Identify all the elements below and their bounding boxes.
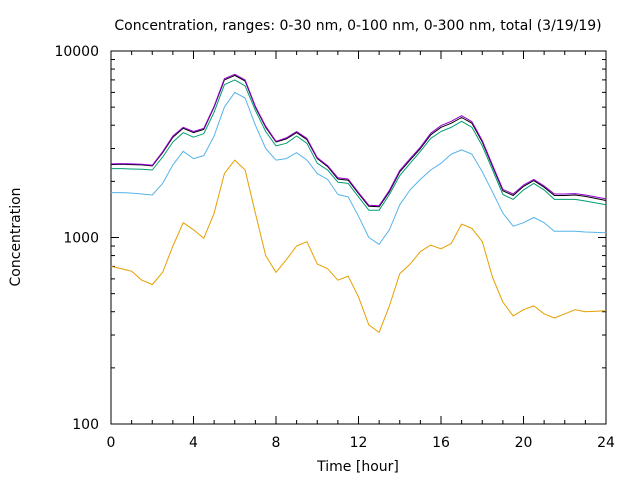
x-tick-label: 20 xyxy=(515,435,533,451)
series-line-1 xyxy=(110,159,607,333)
x-tick-label: 0 xyxy=(107,435,116,451)
x-tick-label: 12 xyxy=(350,435,368,451)
series-line-4 xyxy=(110,74,607,208)
series-line-2 xyxy=(111,91,607,245)
x-axis-label: Time [hour] xyxy=(316,459,399,475)
x-tick-label: 24 xyxy=(597,435,615,451)
chart-title: Concentration, ranges: 0-30 nm, 0-100 nm… xyxy=(114,18,601,34)
series-line-5 xyxy=(110,73,607,207)
x-tick-label: 4 xyxy=(189,435,198,451)
y-tick-label: 100 xyxy=(72,417,99,433)
plot-frame xyxy=(110,50,607,425)
plot-area: 0 4 8 12 16 20 24 100 1000 10000 xyxy=(54,44,615,451)
x-tick-label: 8 xyxy=(272,435,281,451)
y-axis-label: Concentration xyxy=(8,187,24,286)
series-line-3 xyxy=(111,79,607,211)
y-tick-label: 1000 xyxy=(63,231,99,247)
y-tick-label: 10000 xyxy=(54,44,99,60)
x-tick-label: 16 xyxy=(432,435,450,451)
